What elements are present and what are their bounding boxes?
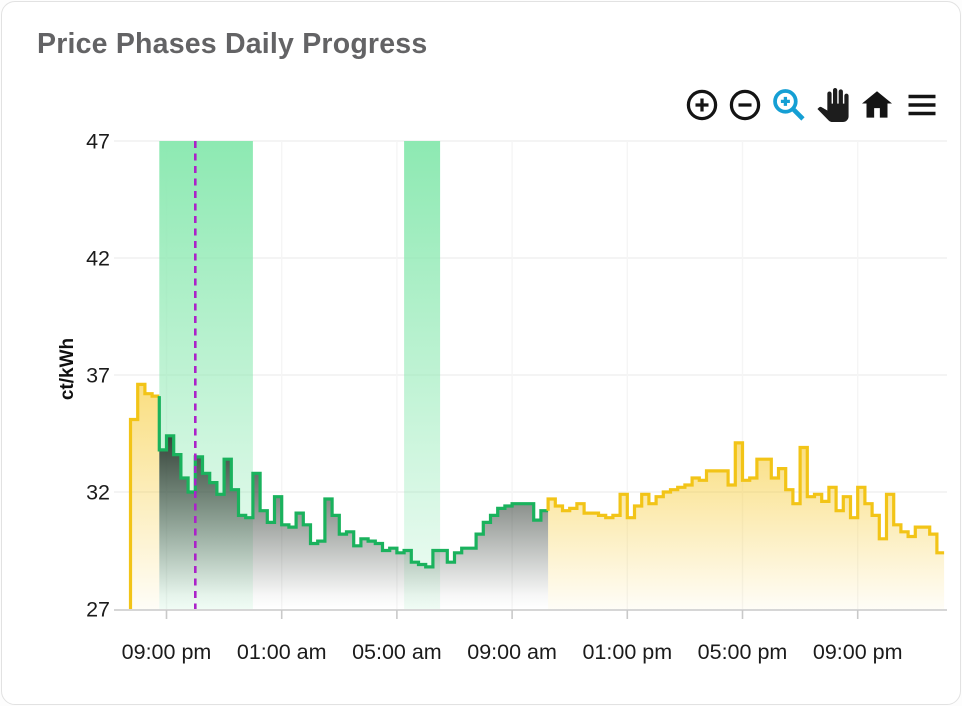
price-area-yellow [130,384,160,609]
zoom-out-icon [729,89,761,121]
zoom-in-button[interactable] [684,87,720,123]
zoom-in-icon [686,89,718,121]
box-zoom-button[interactable] [770,86,808,124]
home-icon [862,91,892,118]
box-zoom-icon [773,89,805,121]
y-tick-label: 47 [86,130,110,154]
x-tick-label: 09:00 pm [122,640,212,664]
y-tick-label: 42 [86,247,110,271]
price-step-line-yellow [546,441,945,555]
hamburger-menu-icon [908,94,936,116]
x-tick-label: 09:00 pm [813,640,903,664]
home-button[interactable] [858,86,896,124]
price-area-yellow [548,442,945,609]
price-step-line-yellow [128,382,160,609]
pan-button[interactable] [815,87,851,123]
x-tick-label: 09:00 am [467,640,557,664]
x-tick-label: 01:00 pm [582,640,672,664]
y-tick-label: 37 [86,364,110,388]
x-tick-label: 05:00 pm [698,640,788,664]
y-tick-label: 32 [86,481,110,505]
price-area-green [159,435,549,609]
menu-button[interactable] [903,86,941,124]
page-title: Price Phases Daily Progress [37,28,428,60]
zoom-out-button[interactable] [727,87,763,123]
chart-toolbar [684,86,941,124]
cheap-phase-band [404,141,441,609]
x-tick-label: 05:00 am [352,640,442,664]
pan-hand-icon [817,88,849,122]
price-step-line-green [157,396,549,569]
x-tick-label: 01:00 am [237,640,327,664]
y-tick-label: 27 [86,598,110,622]
